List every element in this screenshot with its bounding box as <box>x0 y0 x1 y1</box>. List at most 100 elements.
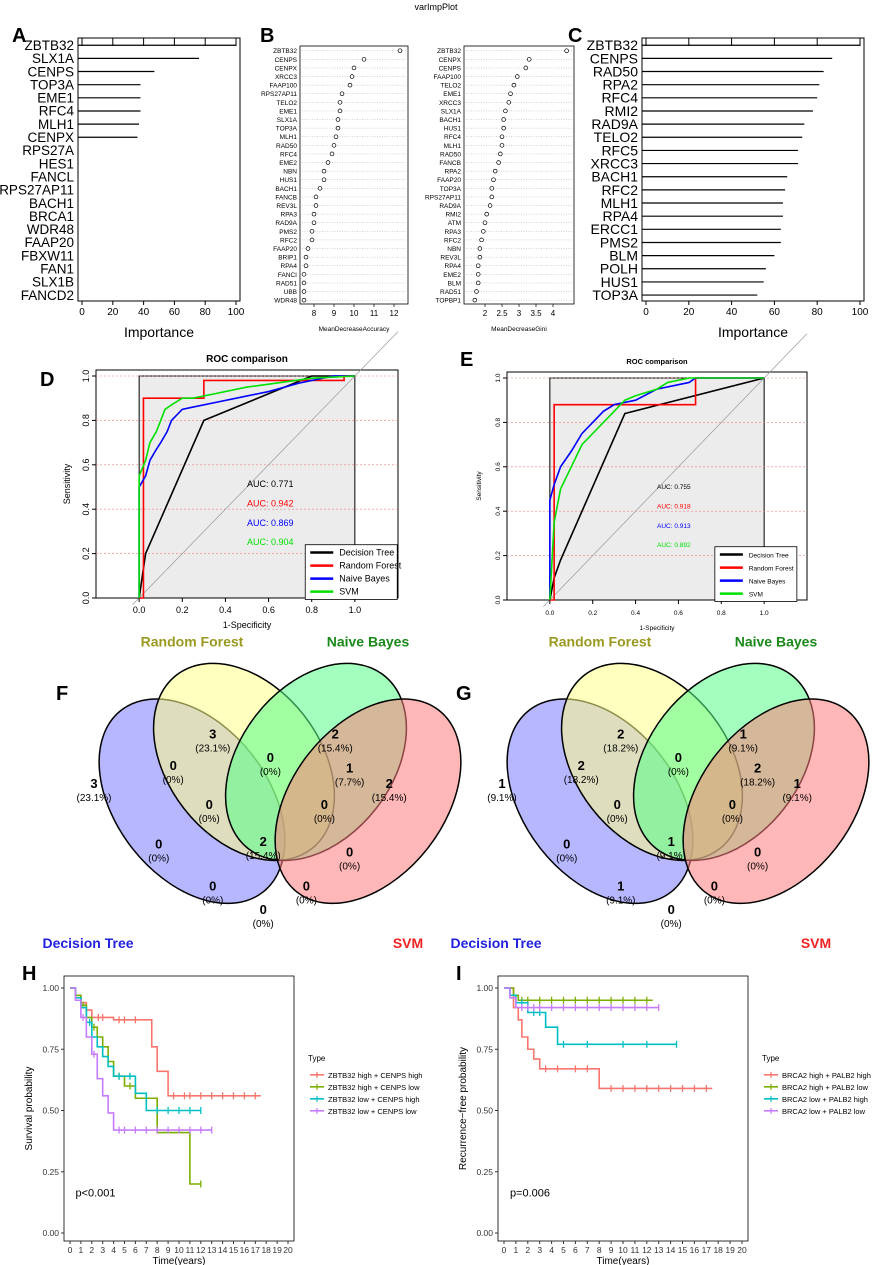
venn-count: 3 <box>90 776 97 791</box>
gene-label: TELO2 <box>594 129 639 145</box>
panel-letter-I: I <box>456 963 462 985</box>
importance-point <box>487 203 493 208</box>
gene-label: EME1 <box>443 91 461 98</box>
auc-label: AUC: 0.913 <box>657 523 691 530</box>
gene-label: CENPX <box>275 65 298 72</box>
x-tick-label: 0 <box>502 1245 507 1255</box>
importance-point <box>492 168 498 174</box>
gene-label: RAD51 <box>276 280 297 287</box>
x-tick-label: 13 <box>654 1245 664 1255</box>
y-tick-label: 0.75 <box>476 1044 493 1054</box>
gene-label: TOP3A <box>30 77 74 92</box>
venn-count: 0 <box>346 844 353 859</box>
y-axis-title: Recurrence−free probability <box>458 1047 469 1170</box>
venn-percent: (0%) <box>199 814 220 825</box>
gene-label: RMI2 <box>605 103 639 119</box>
roc-curve <box>549 377 765 601</box>
importance-point <box>511 82 517 88</box>
venn-count: 1 <box>498 776 505 791</box>
plot-frame <box>497 975 749 1242</box>
x-tick-label: 12 <box>642 1245 652 1255</box>
gene-label: CENPX <box>27 130 74 145</box>
importance-point <box>472 297 478 303</box>
venn-percent: (9.1%) <box>656 851 685 862</box>
importance-point <box>496 160 501 165</box>
importance-point <box>309 237 315 243</box>
gene-label: HUS1 <box>444 126 462 133</box>
x-tick-label: 0 <box>79 307 85 318</box>
gene-label: RFC2 <box>444 237 461 244</box>
importance-point <box>335 117 341 122</box>
plot-frame <box>506 371 808 601</box>
y-tick-label: 0.8 <box>81 414 91 427</box>
gene-label: TOPBP1 <box>435 298 461 305</box>
panel-I: 0 1 2 3 4 5 6 7 8 9 10 11 12 13 14 15 16 17 18 19 200.000.25… <box>458 975 871 1265</box>
auc-label: AUC: 0.755 <box>657 484 691 491</box>
gene-label: CENPS <box>275 57 298 64</box>
x-tick-label: 80 <box>812 307 824 318</box>
gene-label: MLH1 <box>601 195 639 211</box>
importance-point <box>351 65 357 71</box>
venn-count: 0 <box>260 902 267 917</box>
venn-percent: (0%) <box>556 853 577 864</box>
venn-percent: (0%) <box>607 814 628 825</box>
venn-percent: (0%) <box>668 767 689 778</box>
x-tick-label: 9 <box>166 1245 171 1255</box>
gene-label: RFC4 <box>39 104 75 119</box>
y-tick-label: 1.0 <box>81 370 91 383</box>
x-tick-label: 20 <box>683 307 695 318</box>
x-axis-title: Importance <box>718 324 788 340</box>
importance-point <box>506 100 512 105</box>
venn-set-label: Naive Bayes <box>735 634 818 650</box>
venn-count: 1 <box>740 726 747 741</box>
gene-label: FANCB <box>439 160 461 167</box>
x-axis-title: MeanDecreaseAccuracy <box>319 326 391 333</box>
importance-point <box>484 211 489 217</box>
gene-label: XRCC3 <box>275 74 297 81</box>
legend-label: ZBTB32 low + CENPS low <box>328 1107 417 1116</box>
y-tick-label: 0.6 <box>81 459 91 472</box>
venn-percent: (0%) <box>260 767 281 778</box>
x-tick-label: 40 <box>138 307 150 318</box>
gene-label: RFC5 <box>601 142 638 158</box>
x-tick-label: 2 <box>483 309 488 318</box>
venn-set-label: Decision Tree <box>450 935 541 951</box>
venn-count: 2 <box>754 760 761 775</box>
gene-label: BACH1 <box>439 117 461 124</box>
y-tick-label: 0.2 <box>495 551 502 560</box>
venn-percent: (0%) <box>747 861 768 872</box>
legend-label: SVM <box>339 587 359 597</box>
x-axis-title: 1-Specificity <box>223 620 272 630</box>
venn-count: 0 <box>303 878 310 893</box>
gene-label: RFC4 <box>280 151 297 158</box>
x-tick-label: 0.6 <box>262 605 275 615</box>
gene-label: FANCD2 <box>21 288 74 303</box>
gene-label: RAD50 <box>440 151 461 158</box>
gene-label: ATM <box>448 220 461 227</box>
x-tick-label: 9 <box>609 1245 614 1255</box>
venn-percent: (23.1%) <box>76 793 111 804</box>
x-axis-title: MeanDecreaseGini <box>491 326 547 333</box>
venn-percent: (0%) <box>202 895 223 906</box>
y-tick-label: 0.4 <box>495 506 502 515</box>
legend-label: BRCA2 low + PALB2 low <box>782 1107 866 1116</box>
panel-letter-A: A <box>12 25 26 47</box>
gene-label: RPA3 <box>281 212 298 219</box>
importance-point <box>321 168 327 174</box>
x-tick-label: 100 <box>852 307 869 318</box>
x-tick-label: 0.4 <box>219 605 232 615</box>
gene-label: NBN <box>283 169 297 176</box>
venn-percent: (18.2%) <box>740 777 775 788</box>
gene-label: HES1 <box>39 156 74 171</box>
importance-point <box>526 57 532 62</box>
x-tick-label: 1.0 <box>349 605 362 615</box>
venn-set-label: Decision Tree <box>42 935 133 951</box>
importance-point <box>337 108 343 114</box>
venn-count: 0 <box>711 878 718 893</box>
gene-label: SLX1A <box>441 108 462 115</box>
importance-point <box>313 203 319 208</box>
gene-label: TOP3A <box>276 126 298 133</box>
gene-label: RPS27A <box>22 143 74 158</box>
km-curve <box>504 987 713 1090</box>
gene-label: RPS27AP11 <box>0 183 74 198</box>
